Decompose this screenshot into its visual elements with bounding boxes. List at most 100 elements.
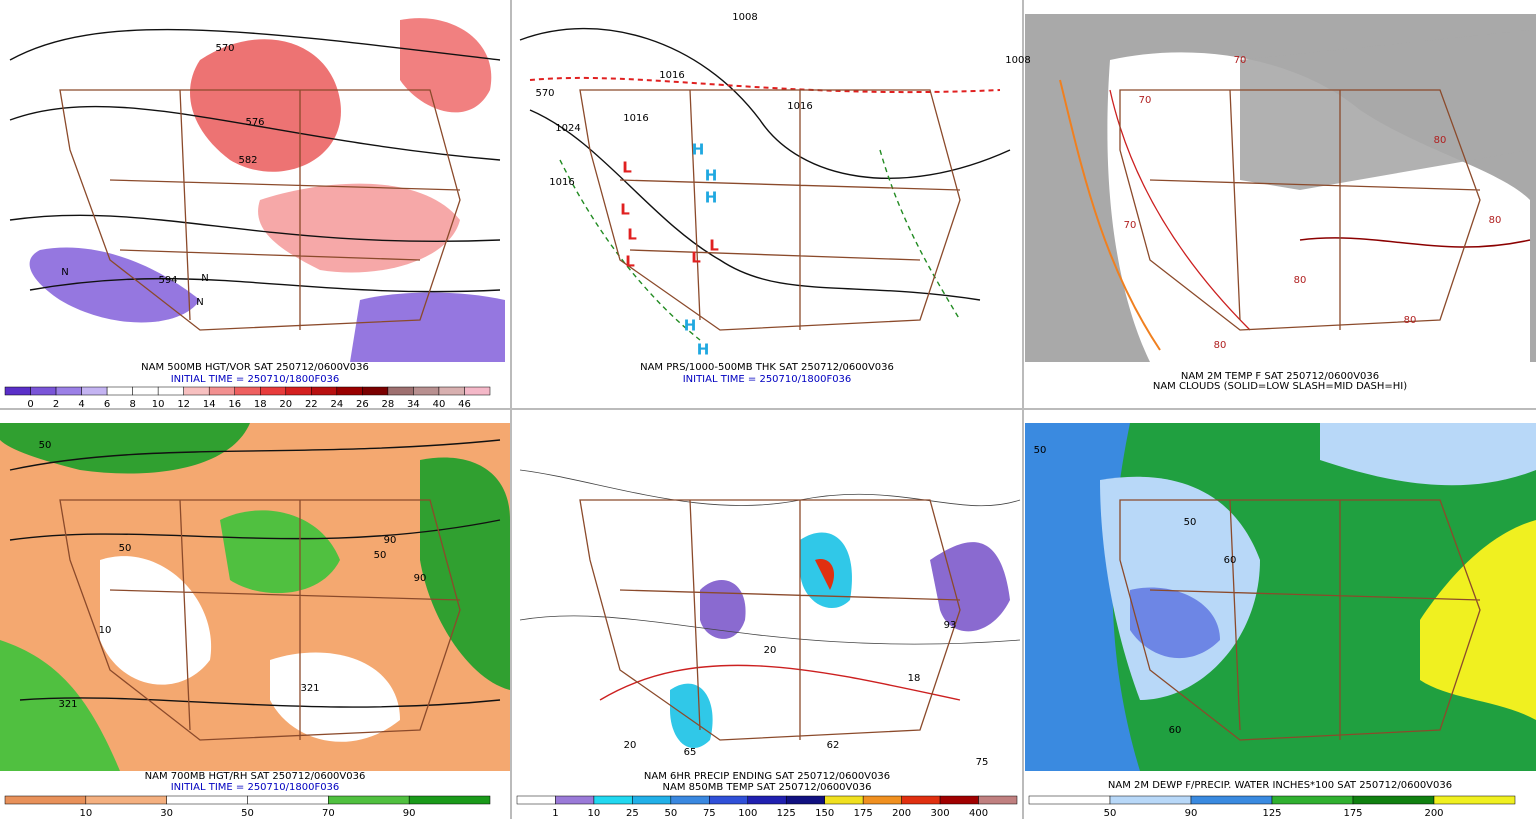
contour-label: 62 — [827, 740, 840, 751]
colorbar-label: 40 — [433, 399, 446, 410]
colorbar-swatch — [670, 795, 710, 805]
colorbar-label: 20 — [279, 399, 292, 410]
pressure-center: H — [684, 317, 697, 335]
colorbar-label: 24 — [330, 399, 343, 410]
caption: NAM 500MB HGT/VOR SAT 250712/0600V036 — [141, 362, 369, 373]
pressure-center: L — [625, 253, 635, 271]
colorbar-swatch — [183, 386, 210, 396]
contour-label: 20 — [624, 740, 637, 751]
contour-label: 570 — [215, 43, 234, 54]
contour-label: 90 — [414, 573, 427, 584]
contour-label: 50 — [1184, 517, 1197, 528]
colorbar-swatch — [208, 386, 235, 396]
colorbar-label: 175 — [1343, 808, 1362, 819]
contour-label: 60 — [1224, 555, 1237, 566]
pressure-center: H — [697, 341, 710, 359]
contour-label: 80 — [1489, 215, 1502, 226]
contour-label: 1008 — [1005, 55, 1030, 66]
contour-label: N — [196, 297, 203, 308]
colorbar-label: 175 — [854, 808, 873, 819]
pressure-center: L — [627, 226, 637, 244]
contour-label: 20 — [764, 645, 777, 656]
contour-label: 1016 — [659, 70, 684, 81]
contour-label: 1008 — [732, 12, 757, 23]
colorbar-swatch — [978, 795, 1018, 805]
colorbar-swatch — [901, 795, 941, 805]
colorbar-label: 90 — [1185, 808, 1198, 819]
contour-label: 90 — [384, 535, 397, 546]
colorbar-label: 2 — [53, 399, 59, 410]
colorbar-swatch — [464, 386, 491, 396]
colorbar-swatch — [328, 795, 410, 805]
panel-map — [512, 423, 1022, 771]
contour-label: 80 — [1294, 275, 1307, 286]
colorbar-swatch — [81, 386, 108, 396]
colorbar-swatch — [593, 795, 633, 805]
contour-label: 75 — [976, 757, 989, 768]
colorbar-swatch — [336, 386, 363, 396]
contour-label: 80 — [1214, 340, 1227, 351]
colorbar-swatch — [438, 386, 465, 396]
caption: NAM 850MB TEMP SAT 250712/0600V036 — [663, 782, 872, 793]
colorbar-swatch — [555, 795, 595, 805]
caption: NAM 2M TEMP F SAT 250712/0600V036 — [1181, 371, 1379, 382]
colorbar-label: 1 — [552, 808, 558, 819]
colorbar-label: 50 — [664, 808, 677, 819]
colorbar-swatch — [413, 386, 440, 396]
contour-label: 576 — [245, 117, 264, 128]
colorbar-swatch — [166, 795, 248, 805]
caption: NAM PRS/1000-500MB THK SAT 250712/0600V0… — [640, 362, 894, 373]
contour-label: 80 — [1404, 315, 1417, 326]
colorbar-label: 4 — [78, 399, 84, 410]
colorbar-label: 28 — [382, 399, 395, 410]
pressure-center: L — [709, 237, 719, 255]
colorbar-swatch — [4, 386, 31, 396]
colorbar-label: 150 — [815, 808, 834, 819]
colorbar-swatch — [824, 795, 864, 805]
colorbar-swatch — [362, 386, 389, 396]
colorbar-label: 50 — [1104, 808, 1117, 819]
contour-label: 60 — [1169, 725, 1182, 736]
caption: NAM 2M DEWP F/PRECIP. WATER INCHES*100 S… — [1108, 780, 1452, 791]
colorbar-label: 25 — [626, 808, 639, 819]
colorbar-label: 34 — [407, 399, 420, 410]
colorbar-label: 100 — [738, 808, 757, 819]
caption: INITIAL TIME = 250710/1800F036 — [171, 374, 340, 385]
colorbar-label: 16 — [228, 399, 241, 410]
contour-label: 70 — [1124, 220, 1137, 231]
colorbar-label: 10 — [152, 399, 165, 410]
colorbar-label: 18 — [254, 399, 267, 410]
colorbar-swatch — [311, 386, 338, 396]
colorbar-swatch — [1190, 795, 1273, 805]
colorbar-swatch — [55, 386, 82, 396]
contour-label: 50 — [374, 550, 387, 561]
contour-label: 570 — [535, 88, 554, 99]
caption: NAM 6HR PRECIP ENDING SAT 250712/0600V03… — [644, 771, 890, 782]
colorbar-swatch — [387, 386, 414, 396]
contour-label: 70 — [1139, 95, 1152, 106]
colorbar-swatch — [862, 795, 902, 805]
colorbar-label: 22 — [305, 399, 318, 410]
colorbar-swatch — [247, 795, 329, 805]
colorbar-label: 30 — [160, 808, 173, 819]
colorbar-label: 90 — [403, 808, 416, 819]
caption: INITIAL TIME = 250710/1800F036 — [171, 782, 340, 793]
colorbar-label: 50 — [241, 808, 254, 819]
colorbar-swatch — [709, 795, 749, 805]
contour-label: 321 — [300, 683, 319, 694]
colorbar-label: 14 — [203, 399, 216, 410]
colorbar-label: 70 — [322, 808, 335, 819]
contour-label: 50 — [39, 440, 52, 451]
colorbar-swatch — [632, 795, 672, 805]
colorbar-swatch — [516, 795, 556, 805]
colorbar-swatch — [285, 386, 312, 396]
contour-label: N — [61, 267, 68, 278]
contour-label: 1016 — [549, 177, 574, 188]
panel-map — [512, 0, 1022, 362]
panel-map — [0, 14, 510, 362]
contour-label: 1024 — [555, 123, 580, 134]
colorbar-label: 8 — [129, 399, 135, 410]
contour-label: N — [201, 273, 208, 284]
contour-label: 50 — [1034, 445, 1047, 456]
